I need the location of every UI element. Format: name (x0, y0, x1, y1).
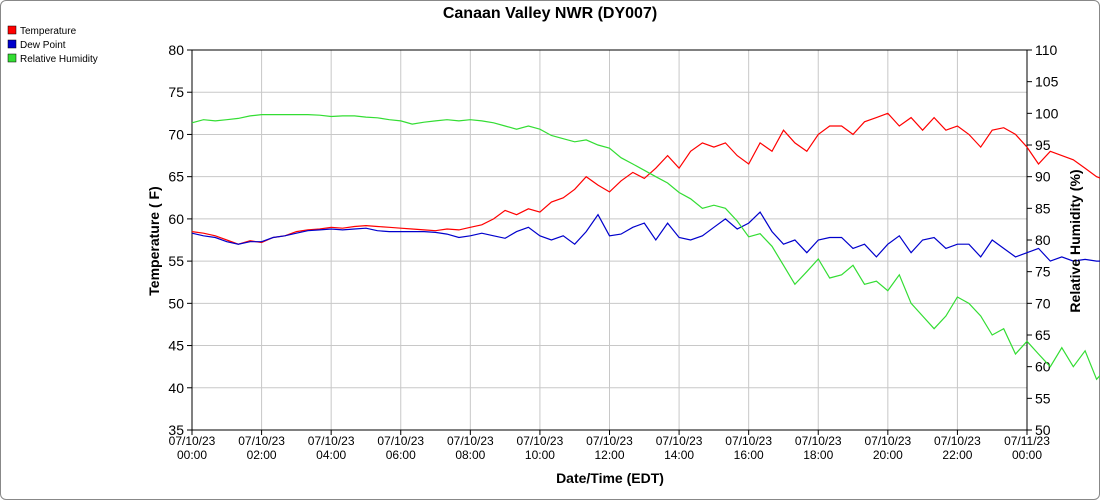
x-tick-label-date: 07/10/23 (377, 434, 424, 448)
x-tick-label-time: 06:00 (386, 448, 416, 462)
y-left-tick-label: 35 (168, 422, 184, 438)
y-right-tick-label: 105 (1035, 74, 1059, 90)
y-right-tick-label: 70 (1035, 295, 1051, 311)
x-tick-label-time: 20:00 (873, 448, 903, 462)
x-tick-label-time: 12:00 (594, 448, 624, 462)
y-right-tick-label: 110 (1035, 42, 1058, 58)
legend-label: Dew Point (20, 40, 66, 51)
x-tick-label-time: 08:00 (455, 448, 485, 462)
x-tick-label-time: 22:00 (942, 448, 972, 462)
y-right-tick-label: 95 (1035, 137, 1051, 153)
x-tick-label-date: 07/10/23 (656, 434, 703, 448)
x-tick-label-date: 07/10/23 (795, 434, 842, 448)
series-line-dew-point (191, 211, 1100, 262)
y-right-tick-label: 65 (1035, 327, 1051, 343)
x-tick-label-time: 02:00 (247, 448, 277, 462)
y-left-tick-label: 45 (168, 338, 184, 354)
y-axis-right-title: Relative Humidity (%) (1067, 169, 1083, 312)
x-tick-label-time: 14:00 (664, 448, 694, 462)
tick-labels: 80 75 70 65 60 55 50 45 40 35 110 105 100 95 90 85 80 75 7… (168, 42, 1058, 462)
chart-title: Canaan Valley NWR (DY007) (443, 5, 657, 22)
x-tick-label-date: 07/10/23 (517, 434, 564, 448)
x-tick-label-time: 04:00 (316, 448, 346, 462)
y-left-tick-label: 55 (168, 253, 184, 269)
series-line-temperature (191, 112, 1100, 245)
y-left-tick-label: 80 (168, 42, 184, 58)
y-right-tick-label: 75 (1035, 264, 1051, 280)
x-tick-label-time: 18:00 (803, 448, 833, 462)
axes (187, 49, 1032, 435)
y-left-tick-label: 50 (168, 295, 184, 311)
x-tick-label-time: 00:00 (1012, 448, 1042, 462)
x-tick-label-time: 10:00 (525, 448, 555, 462)
x-tick-label-date: 07/10/23 (725, 434, 772, 448)
y-right-tick-label: 80 (1035, 232, 1051, 248)
x-tick-label-date: 07/11/23 (1004, 434, 1050, 448)
x-tick-label-date: 07/10/23 (934, 434, 981, 448)
y-right-tick-label: 85 (1035, 200, 1051, 216)
series-line-relative-humidity (191, 113, 1100, 381)
x-tick-label-date: 07/10/23 (238, 434, 285, 448)
y-right-tick-label: 55 (1035, 390, 1051, 406)
x-tick-label-date: 07/10/23 (447, 434, 494, 448)
y-right-tick-label: 90 (1035, 169, 1051, 185)
legend-swatch (7, 53, 17, 63)
legend-swatch (7, 39, 17, 49)
legend-label: Relative Humidity (20, 54, 98, 65)
legend-label: Temperature (20, 26, 77, 37)
y-left-tick-label: 65 (168, 169, 184, 185)
y-left-tick-label: 40 (168, 380, 184, 396)
x-axis-title: Date/Time (EDT) (556, 470, 664, 486)
y-left-tick-label: 75 (168, 84, 184, 100)
y-left-tick-label: 70 (168, 126, 184, 142)
y-axis-left-title: Temperature ( F) (146, 186, 162, 295)
x-tick-label-date: 07/10/23 (169, 434, 216, 448)
y-right-tick-label: 50 (1035, 422, 1051, 438)
legend: Temperature Dew Point Relative Humidity (7, 25, 98, 65)
x-tick-label-time: 16:00 (734, 448, 764, 462)
x-tick-label-date: 07/10/23 (586, 434, 633, 448)
series-lines (191, 112, 1100, 381)
plot-area-border (191, 49, 1028, 431)
y-right-tick-label: 100 (1035, 105, 1059, 121)
x-tick-label-date: 07/10/23 (864, 434, 911, 448)
legend-swatch (7, 25, 17, 35)
x-tick-label-time: 00:00 (177, 448, 207, 462)
y-left-tick-label: 60 (168, 211, 184, 227)
x-tick-label-date: 07/10/23 (308, 434, 355, 448)
y-right-tick-label: 60 (1035, 359, 1051, 375)
